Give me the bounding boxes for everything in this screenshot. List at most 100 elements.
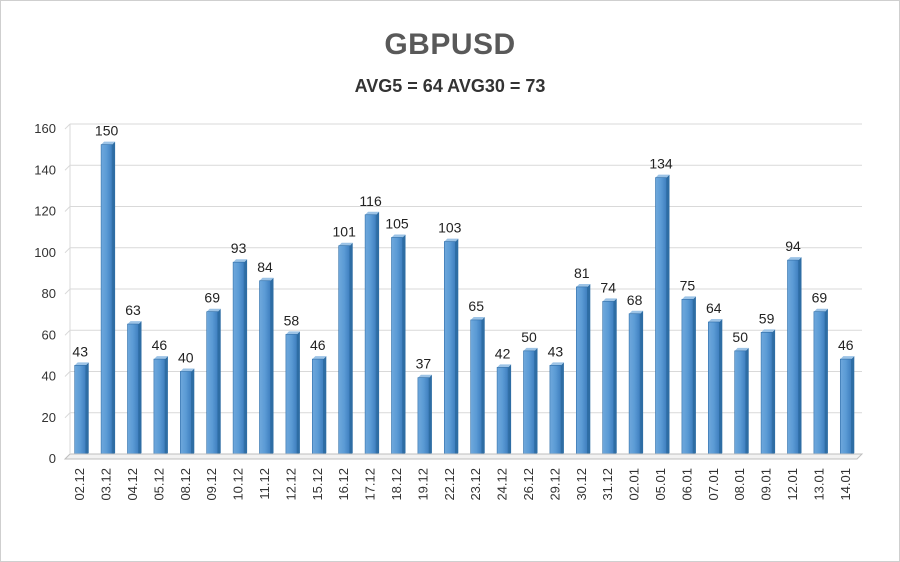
y-tick-label: 0 [49,451,56,466]
bar-side [164,356,168,456]
data-label: 68 [627,292,643,308]
bar-top [523,347,538,351]
bar-top [576,283,591,287]
bar [259,280,271,457]
bar-top [602,298,617,302]
data-label: 46 [838,337,854,353]
data-label: 93 [231,240,247,256]
bar [391,237,403,457]
bar-top [787,257,802,261]
bar-top [813,308,828,312]
bar-side [772,329,776,456]
bar [787,259,799,457]
bar-top [417,374,432,378]
gridline-depth [64,329,71,336]
bar-side [349,242,353,456]
gridline-depth [64,371,71,377]
bar [364,214,377,457]
bar-side [508,364,512,456]
x-tick-label: 09.01 [759,468,774,501]
bar-side [217,308,221,456]
bar-side [296,331,300,456]
bar [655,177,667,457]
gridline-depth [64,206,71,212]
data-label: 58 [284,312,300,328]
x-tick-label: 02.12 [72,468,87,501]
y-tick-label: 20 [42,410,56,425]
bar-top [497,364,512,368]
bar-top [761,329,776,333]
x-tick-label: 09.12 [204,468,219,501]
x-tick-label: 24.12 [495,468,510,501]
data-label: 75 [680,277,696,293]
x-tick-label: 15.12 [310,468,325,501]
data-label: 65 [468,298,484,314]
bar-top [127,321,142,325]
data-label: 46 [152,337,168,353]
x-tick-label: 12.01 [785,468,800,501]
data-label: 37 [416,356,432,372]
gridline-depth [64,288,71,295]
bar-top [101,141,116,145]
x-tick-label: 02.01 [627,468,642,501]
bar-top [259,277,274,281]
bar-top [365,211,380,215]
bar-top [470,316,485,320]
data-label: 69 [812,290,828,306]
bar-top [840,356,855,360]
data-label: 59 [759,310,775,326]
bar-side [244,259,248,456]
data-label: 81 [574,265,590,281]
bar-top [655,174,670,178]
bar-top [444,238,459,242]
bar [100,144,113,457]
bar-side [323,356,327,456]
data-label: 46 [310,337,326,353]
bar-top [285,331,300,335]
bar [470,319,483,457]
x-tick-label: 17.12 [363,468,378,501]
bar-side [745,347,749,456]
bar [338,245,351,457]
y-tick-label: 100 [34,245,56,260]
bar-side [640,310,644,456]
data-label: 43 [72,343,88,359]
data-label: 63 [125,302,141,318]
y-tick-label: 160 [34,121,56,136]
bar-side [376,211,380,456]
bar [206,311,218,457]
bar [839,358,852,457]
bar [681,299,694,457]
data-label: 74 [600,279,616,295]
bar [443,241,456,457]
y-tick-label: 60 [42,327,56,342]
chart-title: GBPUSD [384,28,516,61]
x-tick-label: 05.12 [151,468,166,501]
x-tick-label: 12.12 [283,468,298,501]
bar-top [180,368,195,372]
data-label: 94 [785,238,801,254]
bar-top [206,308,221,312]
bar [74,365,86,457]
x-tick-label: 22.12 [442,468,457,501]
bar [127,323,139,457]
data-label: 50 [521,329,537,345]
bar-top [708,319,723,322]
x-tick-label: 23.12 [468,468,483,501]
bar-side [719,319,723,456]
x-tick-label: 14.01 [838,468,853,501]
y-tick-label: 80 [42,286,56,301]
data-label: 105 [385,215,409,231]
data-label: 116 [359,193,382,209]
bar-top [549,362,564,366]
chart-subtitle: AVG5 = 64 AVG30 = 73 [354,76,546,96]
bar [311,358,324,457]
x-tick-label: 03.12 [99,468,114,501]
data-label: 40 [178,350,194,366]
bar-top [391,234,406,238]
bar-side [455,238,459,456]
x-tick-label: 07.01 [706,468,721,501]
bar-top [312,356,327,360]
gridline-depth [64,412,71,419]
